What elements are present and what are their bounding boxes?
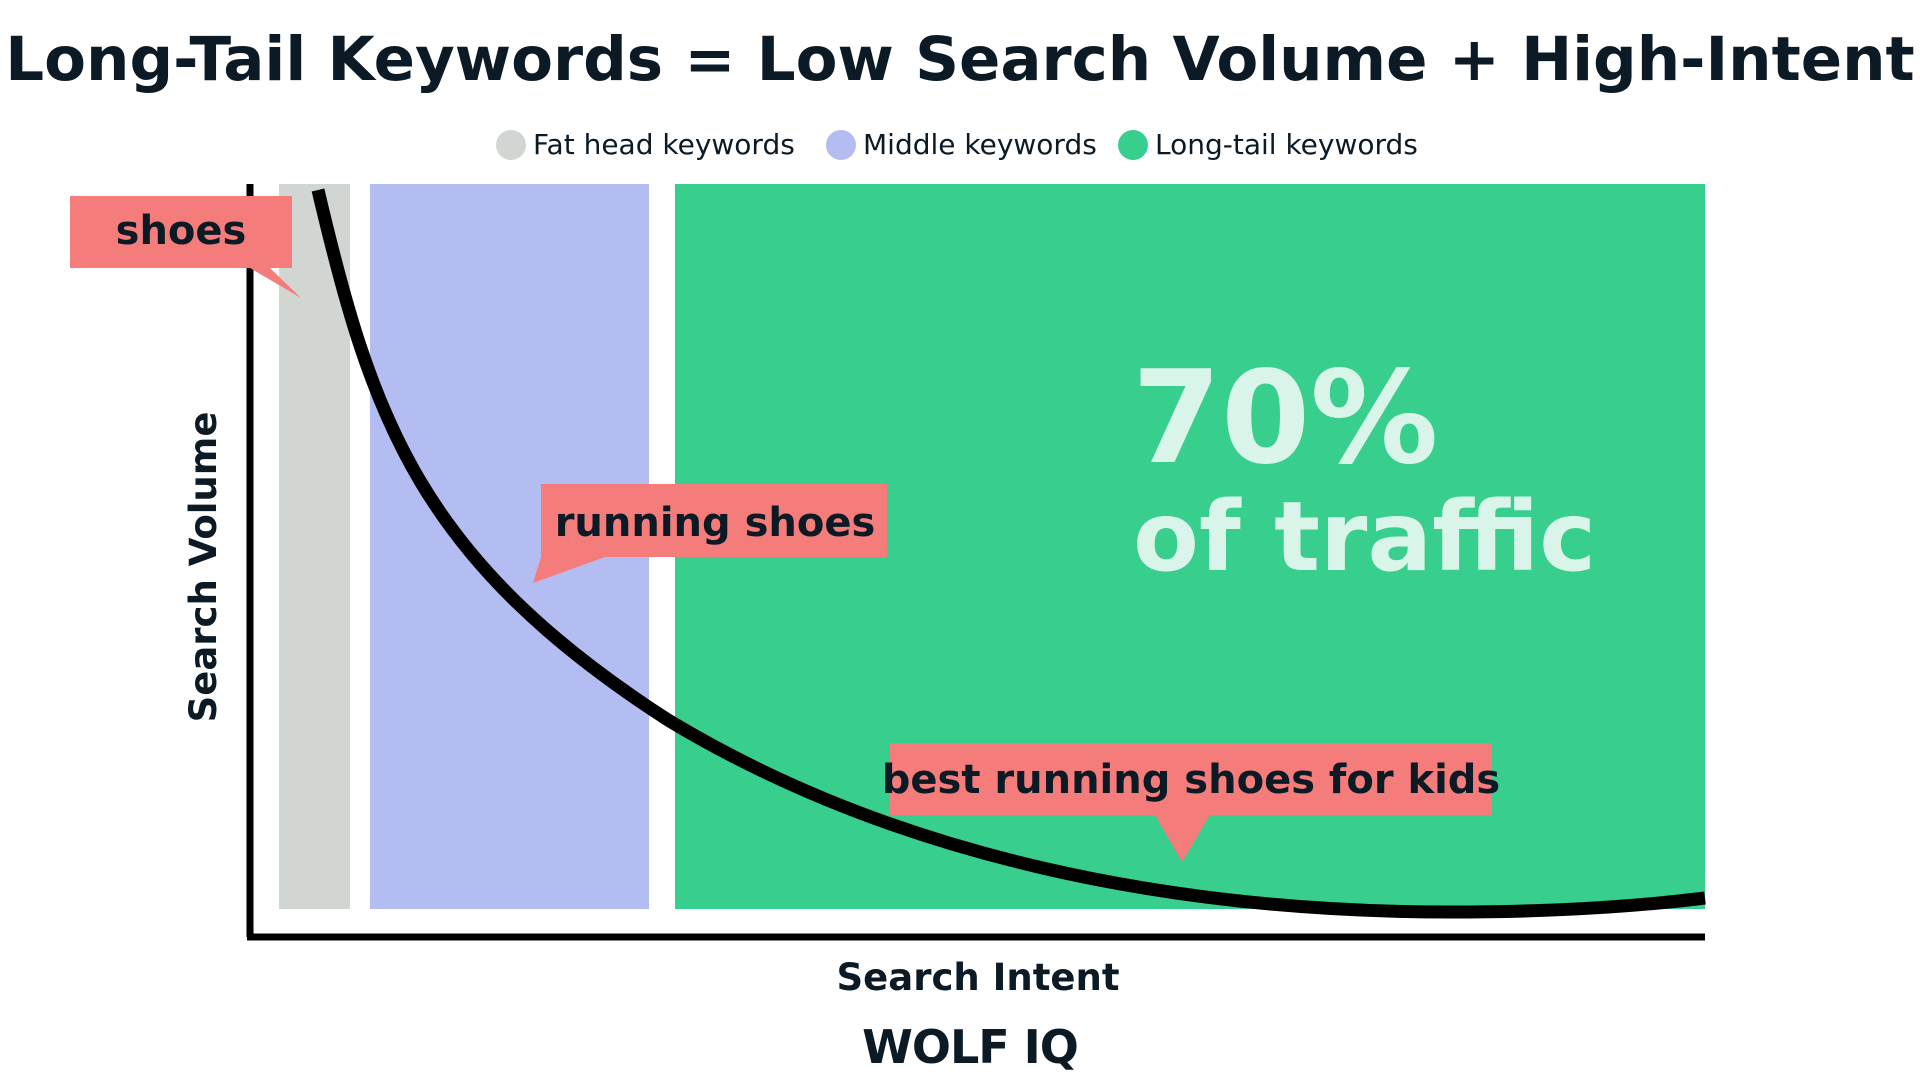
y-axis-label: Search Volume [182, 412, 225, 723]
callout-long-tail-bubble [890, 743, 1492, 862]
chart-title: Long-Tail Keywords = Low Search Volume +… [5, 24, 1914, 95]
callout-long-tail-label: best running shoes for kids [882, 757, 1500, 803]
callout-running-shoes: running shoes [533, 484, 887, 583]
callout-running-shoes-bubble [533, 484, 887, 583]
highlight-value: 70% [1132, 344, 1438, 493]
highlight-caption: of traffic [1133, 481, 1596, 593]
callout-shoes: shoes [70, 196, 301, 298]
axes [246, 184, 1705, 941]
legend-label-long-tail: Long-tail keywords [1155, 128, 1418, 161]
search-volume-curve [311, 188, 1706, 919]
legend-label-middle: Middle keywords [863, 128, 1097, 161]
x-axis-label: Search Intent [836, 956, 1119, 999]
callout-best-running-shoes-for-kids: best running shoes for kids [882, 743, 1500, 862]
callout-running-shoes-label: running shoes [555, 500, 876, 546]
callout-shoes-label: shoes [116, 208, 247, 254]
brand-logo: WOLF IQ [862, 1020, 1078, 1074]
legend-swatch-long-tail [1118, 130, 1148, 160]
band-fat-head [279, 184, 350, 909]
legend-swatch-fat-head [496, 130, 526, 160]
legend: Fat head keywords Middle keywords Long-t… [496, 128, 1418, 161]
callout-shoes-bubble [70, 196, 301, 298]
legend-label-fat-head: Fat head keywords [533, 128, 795, 161]
legend-swatch-middle [826, 130, 856, 160]
